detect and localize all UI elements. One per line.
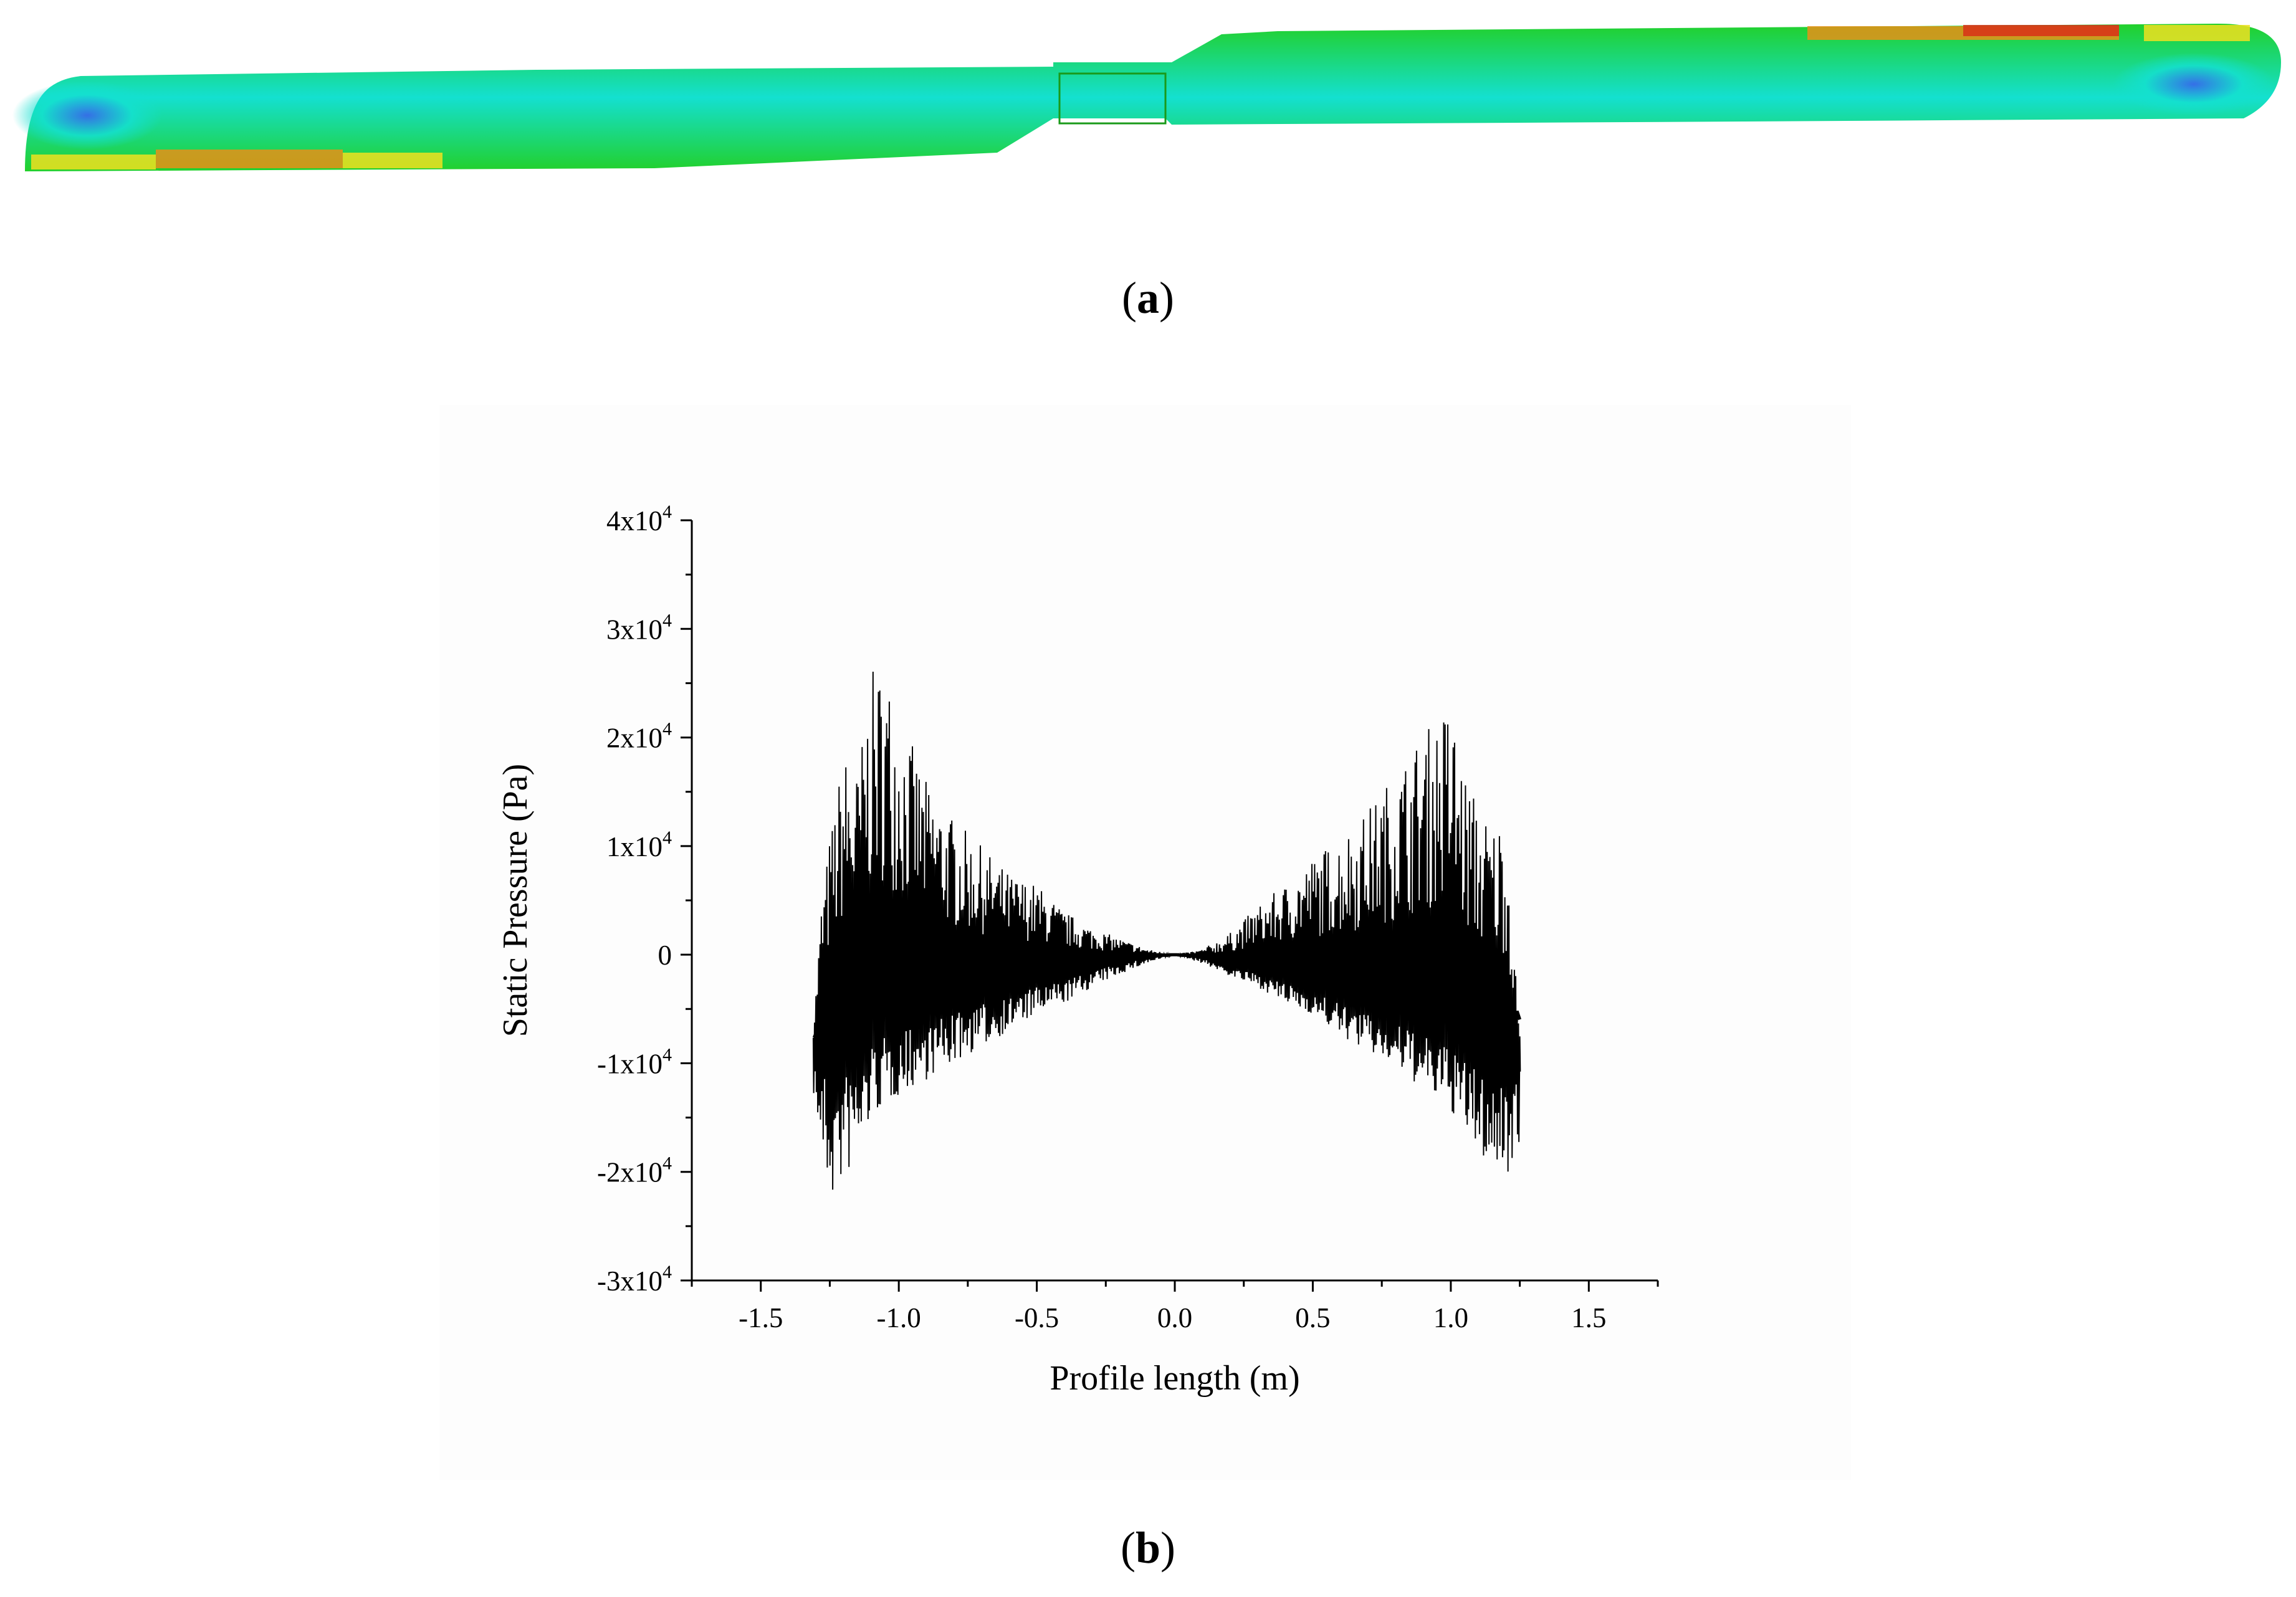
caption-close-paren: ) [1160,1523,1175,1573]
y-tick-label: 4x104 [606,502,672,536]
right-nose-low-pressure [2113,53,2275,115]
caption-open-paren: ( [1122,273,1137,323]
x-tick-label: 1.0 [1433,1302,1468,1333]
x-tick-label: 0.0 [1157,1302,1192,1333]
x-tick-label: 0.5 [1295,1302,1330,1333]
panel-a-caption: (a) [0,275,2296,320]
caption-close-paren: ) [1159,273,1174,323]
static-pressure-baseline-band [812,953,1521,1052]
body-shape [25,24,2281,171]
x-tick-label: -1.5 [739,1302,783,1333]
right-nose-yellow-tip [2144,25,2250,41]
x-tick-label: 1.5 [1571,1302,1606,1333]
pressure-signal-line [812,671,1521,1190]
y-axis-title: Static Pressure (Pa) [496,764,535,1037]
left-bottom-yellow-band [31,155,156,169]
y-tick-label: 3x104 [606,610,672,645]
left-bottom-high-pressure [156,150,343,168]
x-axis-ticks: -1.5 -1.0 -0.5 0.0 0.5 1.0 1.5 [691,1280,1659,1333]
right-top-red-band [1963,25,2119,36]
left-bottom-yellow-band-2 [343,153,442,168]
caption-letter-a: a [1137,273,1159,323]
chart-axes [691,520,1658,1282]
x-axis-title: Profile length (m) [1050,1359,1299,1398]
caption-open-paren: ( [1120,1523,1136,1573]
y-tick-label: -3x104 [597,1262,672,1297]
x-tick-label: -0.5 [1015,1302,1059,1333]
chart-svg: -1.5 -1.0 -0.5 0.0 0.5 1.0 1.5 4x104 3x104 2x104… [496,502,1659,1398]
contour-spots [12,25,2275,169]
contour-figure [0,0,2296,206]
caption-letter-b: b [1135,1523,1161,1573]
pressure-contour-image [12,24,2281,171]
static-pressure-series [812,671,1521,1190]
panel-b-caption: (b) [0,1525,2296,1570]
x-tick-label: -1.0 [877,1302,921,1333]
y-tick-label: 2x104 [606,719,672,754]
y-axis-ticks: 4x104 3x104 2x104 1x104 0 -1x104 -2x104 -3x104 [597,502,692,1297]
left-nose-low-pressure [12,81,162,150]
static-pressure-chart: -1.5 -1.0 -0.5 0.0 0.5 1.0 1.5 4x104 3x104 2x104… [439,405,1851,1480]
y-tick-label: -1x104 [597,1044,672,1079]
y-tick-label: -2x104 [597,1153,672,1188]
y-tick-label: 1x104 [606,827,672,862]
coupling-section [1058,72,1167,125]
y-tick-label: 0 [658,940,672,971]
